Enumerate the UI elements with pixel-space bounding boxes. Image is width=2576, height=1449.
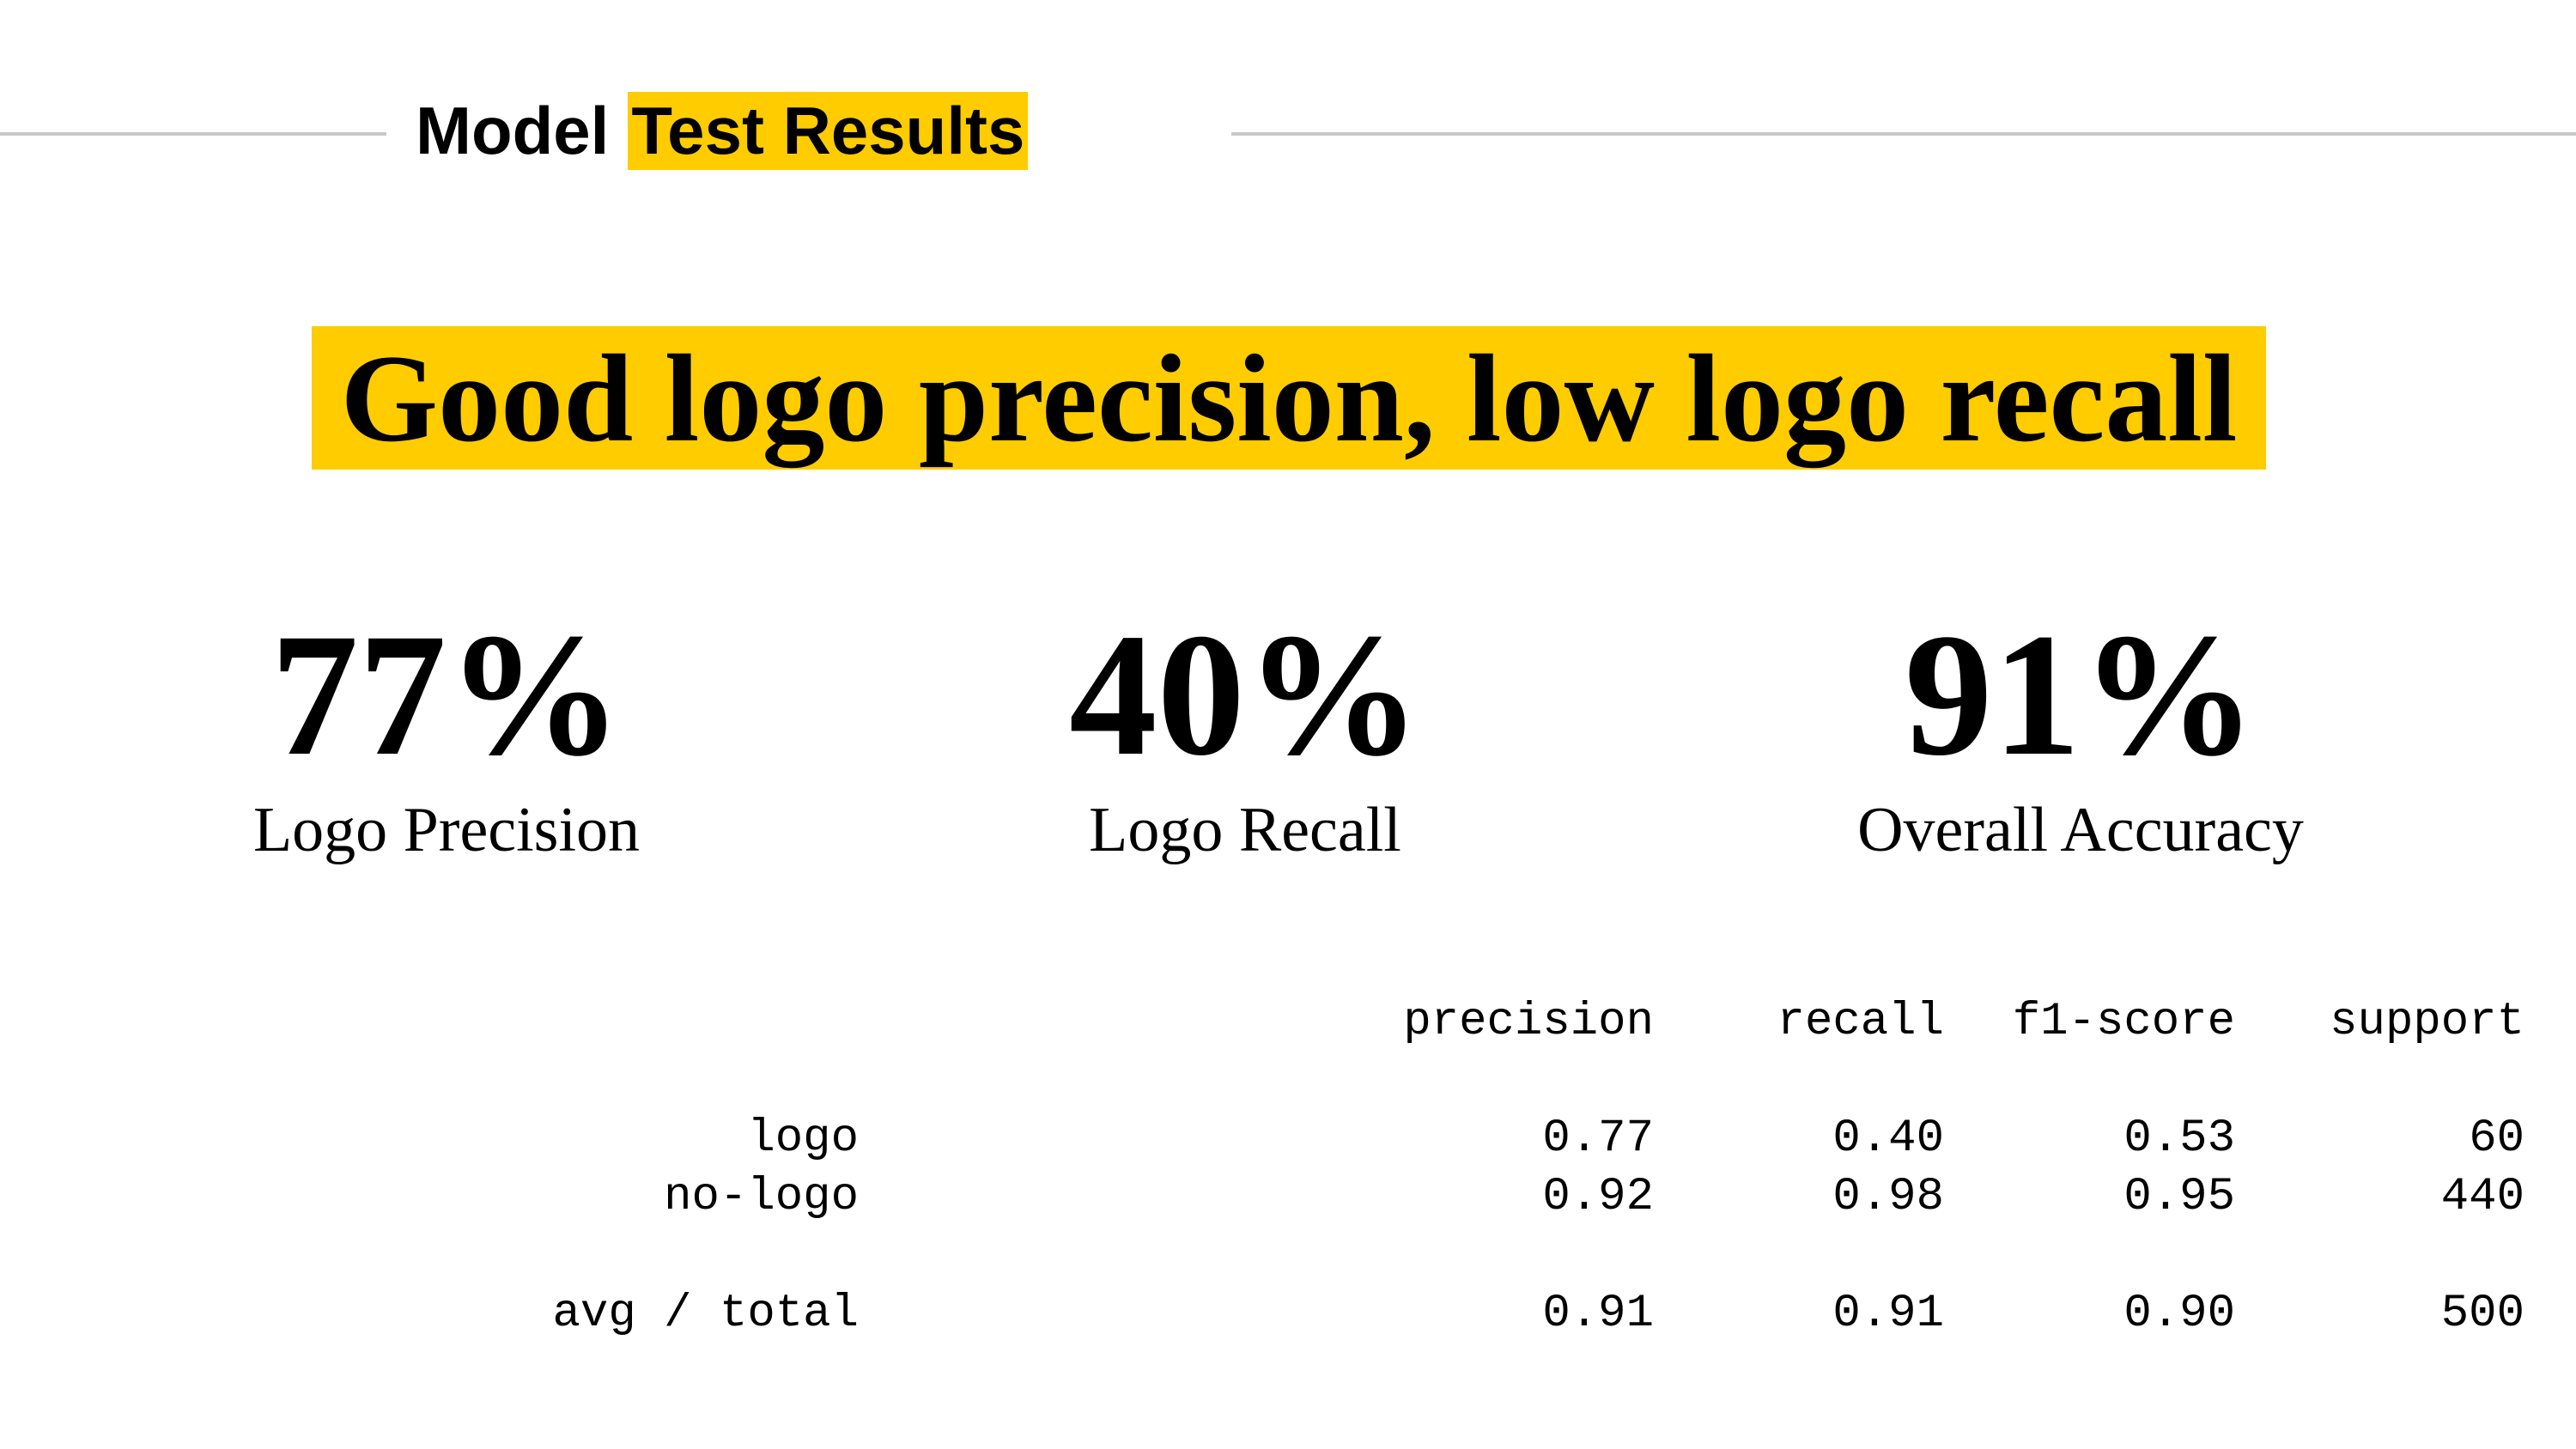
- report-cell: 0.90: [2123, 1288, 2235, 1340]
- report-cell: 0.40: [1832, 1113, 1944, 1165]
- report-cell: 0.53: [2123, 1113, 2235, 1165]
- metric-label: Logo Precision: [252, 795, 641, 865]
- metric-value: 91%: [1905, 597, 2257, 792]
- metric-overall-accuracy: 91% Overall Accuracy: [1780, 601, 2381, 869]
- header-rule-left: [0, 132, 386, 136]
- report-cell: 0.95: [2123, 1171, 2235, 1223]
- report-header-support: support: [2330, 996, 2524, 1048]
- metric-value: 77%: [270, 597, 623, 792]
- metric-label: Logo Recall: [1089, 795, 1401, 865]
- metric-value: 40%: [1069, 597, 1421, 792]
- report-cell: 0.91: [1542, 1288, 1654, 1340]
- headline: Good logo precision, low logo recall: [312, 326, 2266, 470]
- section-title-word: Model: [416, 92, 610, 168]
- header-rule-right: [1231, 132, 2576, 136]
- report-row-label: avg / total: [552, 1288, 859, 1340]
- report-header-f1-score: f1-score: [2012, 996, 2235, 1048]
- report-row-label: no-logo: [664, 1171, 859, 1223]
- report-header-recall: recall: [1777, 996, 1944, 1048]
- report-cell: 0.91: [1832, 1288, 1944, 1340]
- report-cell: 0.77: [1542, 1113, 1654, 1165]
- report-header-precision: precision: [1403, 996, 1654, 1048]
- report-cell: 0.92: [1542, 1171, 1654, 1223]
- report-cell: 440: [2440, 1171, 2524, 1223]
- metric-logo-precision: 77% Logo Precision: [146, 601, 747, 869]
- report-row-label: logo: [747, 1113, 859, 1165]
- report-cell: 0.98: [1832, 1171, 1944, 1223]
- report-cell: 60: [2469, 1113, 2524, 1165]
- section-title-highlight: Test Results: [628, 91, 1029, 170]
- report-cell: 500: [2440, 1288, 2524, 1340]
- metric-label: Overall Accuracy: [1857, 795, 2304, 865]
- section-title: Model Test Results: [416, 89, 1029, 172]
- metric-logo-recall: 40% Logo Recall: [945, 601, 1546, 869]
